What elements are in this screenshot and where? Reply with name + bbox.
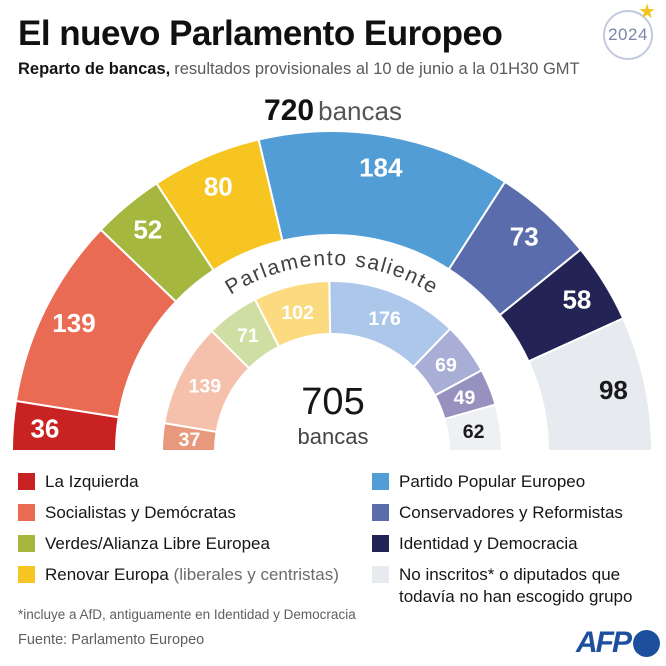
new-parliament-segment-value-3: 80	[204, 172, 233, 202]
legend-item: Verdes/Alianza Libre Europea	[18, 533, 366, 555]
year-badge: 2024 ★	[603, 2, 656, 60]
outgoing-parliament-segment-value-1: 139	[189, 376, 222, 398]
outgoing-parliament-total: 705 bancas	[0, 381, 666, 450]
new-parliament-segment-value-2: 52	[133, 215, 162, 245]
legend-label: Partido Popular Europeo	[399, 472, 586, 491]
outgoing-parliament-segment-value-6: 49	[454, 387, 476, 409]
legend-swatch	[372, 473, 389, 490]
afp-logo-text: AFP	[576, 626, 632, 659]
legend-column-right: Partido Popular Europeo Conservadores y …	[372, 471, 656, 617]
legend-label: Renovar Europa (liberales y centristas)	[45, 564, 339, 586]
page-title: El nuevo Parlamento Europeo	[18, 14, 503, 53]
subtitle-lead: Reparto de bancas,	[18, 60, 171, 78]
outgoing-parliament-total-number: 705	[301, 381, 365, 423]
outgoing-parliament-segment-value-4: 176	[368, 308, 401, 330]
outgoing-parliament-total-unit: bancas	[297, 423, 369, 449]
legend-swatch	[18, 473, 35, 490]
legend-item: Identidad y Democracia	[372, 533, 656, 555]
legend-swatch	[18, 504, 35, 522]
new-parliament-total: 720 bancas	[0, 94, 666, 128]
new-parliament-segment-value-0: 36	[30, 414, 59, 444]
legend-column-left: La Izquierda Socialistas y Demócratas Ve…	[18, 471, 366, 595]
page-subtitle: Reparto de bancas, resultados provisional…	[18, 60, 580, 79]
outgoing-parliament-segment-value-5: 69	[435, 355, 457, 377]
afp-logo-circle-icon	[633, 629, 660, 657]
legend-label: La Izquierda	[45, 472, 139, 491]
outgoing-parliament-segment-7	[443, 403, 504, 452]
outgoing-parliament-segment-value-2: 71	[237, 325, 259, 347]
legend-swatch	[372, 566, 389, 584]
legend-item: Socialistas y Demócratas	[18, 502, 366, 524]
legend-label: Conservadores y Reformistas	[399, 503, 623, 523]
new-parliament-segment-value-4: 184	[359, 152, 403, 182]
legend-label: No inscritos* o diputados que todavía no…	[399, 565, 633, 607]
year-badge-label: 2024	[608, 25, 648, 44]
legend-label-suffix: (liberales y centristas)	[168, 565, 339, 585]
legend-swatch	[18, 566, 35, 584]
legend-swatch	[372, 504, 389, 522]
legend-swatch	[372, 535, 389, 553]
outgoing-parliament-segment-value-0: 37	[179, 429, 201, 451]
new-parliament-segment-7	[527, 316, 654, 452]
source-credit: Fuente: Parlamento Europeo	[18, 632, 205, 648]
new-parliament-total-unit: bancas	[318, 96, 402, 126]
legend-swatch	[18, 535, 35, 553]
legend-label-main: Renovar Europa	[45, 565, 169, 585]
legend-label: Identidad y Democracia	[399, 534, 578, 554]
legend-item: No inscritos* o diputados que todavía no…	[372, 564, 656, 608]
outgoing-parliament-segment-value-7: 62	[463, 421, 485, 443]
new-parliament-segment-value-1: 139	[52, 308, 95, 338]
new-parliament-segment-value-5: 73	[510, 222, 539, 252]
afp-logo: AFP	[576, 626, 660, 660]
legend-item: Renovar Europa (liberales y centristas)	[18, 564, 366, 586]
new-parliament-total-number: 720	[264, 94, 315, 127]
new-parliament-segment-value-7: 98	[599, 375, 628, 405]
star-icon: ★	[638, 1, 656, 23]
legend-label: Verdes/Alianza Libre Europea	[45, 534, 270, 554]
legend-label: Socialistas y Demócratas	[45, 503, 236, 523]
new-parliament-segment-value-6: 58	[562, 285, 591, 315]
legend-item: La Izquierda	[18, 471, 366, 493]
legend-item: Partido Popular Europeo	[372, 471, 656, 493]
outgoing-parliament-segment-value-3: 102	[281, 302, 314, 324]
legend-item: Conservadores y Reformistas	[372, 502, 656, 524]
subtitle-detail: resultados provisionales al 10 de junio …	[174, 60, 580, 78]
footnote: *incluye a AfD, antiguamente en Identida…	[18, 607, 356, 622]
